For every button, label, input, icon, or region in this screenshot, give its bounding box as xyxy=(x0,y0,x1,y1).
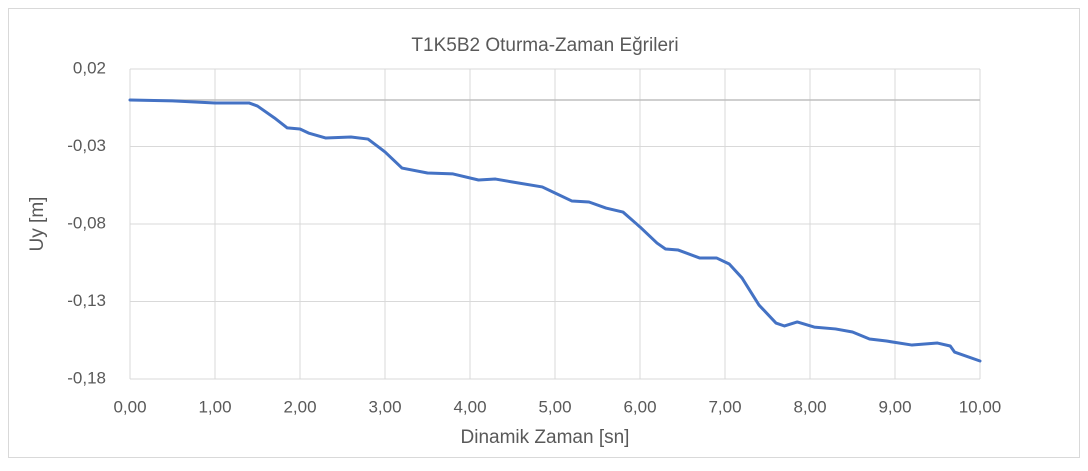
x-tick-label: 10,00 xyxy=(959,397,1002,416)
x-tick-label: 9,00 xyxy=(878,397,911,416)
y-tick-label: -0,13 xyxy=(67,291,106,310)
chart-border xyxy=(8,8,1080,458)
x-tick-label: 4,00 xyxy=(453,397,486,416)
x-tick-label: 0,00 xyxy=(113,397,146,416)
x-tick-label: 2,00 xyxy=(283,397,316,416)
x-tick-label: 3,00 xyxy=(368,397,401,416)
data-line xyxy=(128,98,982,363)
y-tick-label: -0,08 xyxy=(67,213,106,232)
x-axis-label: Dinamik Zaman [sn] xyxy=(461,427,630,448)
x-tick-label: 5,00 xyxy=(538,397,571,416)
x-tick-label: 1,00 xyxy=(198,397,231,416)
x-tick-label: 6,00 xyxy=(623,397,656,416)
chart-title: T1K5B2 Oturma-Zaman Eğrileri xyxy=(411,35,678,56)
y-tick-label: -0,18 xyxy=(67,368,106,387)
y-tick-label: 0,02 xyxy=(73,58,106,77)
x-tick-label: 7,00 xyxy=(708,397,741,416)
x-tick-label: 8,00 xyxy=(793,397,826,416)
y-tick-label: -0,03 xyxy=(67,136,106,155)
y-axis-label: Uy [m] xyxy=(27,197,48,252)
